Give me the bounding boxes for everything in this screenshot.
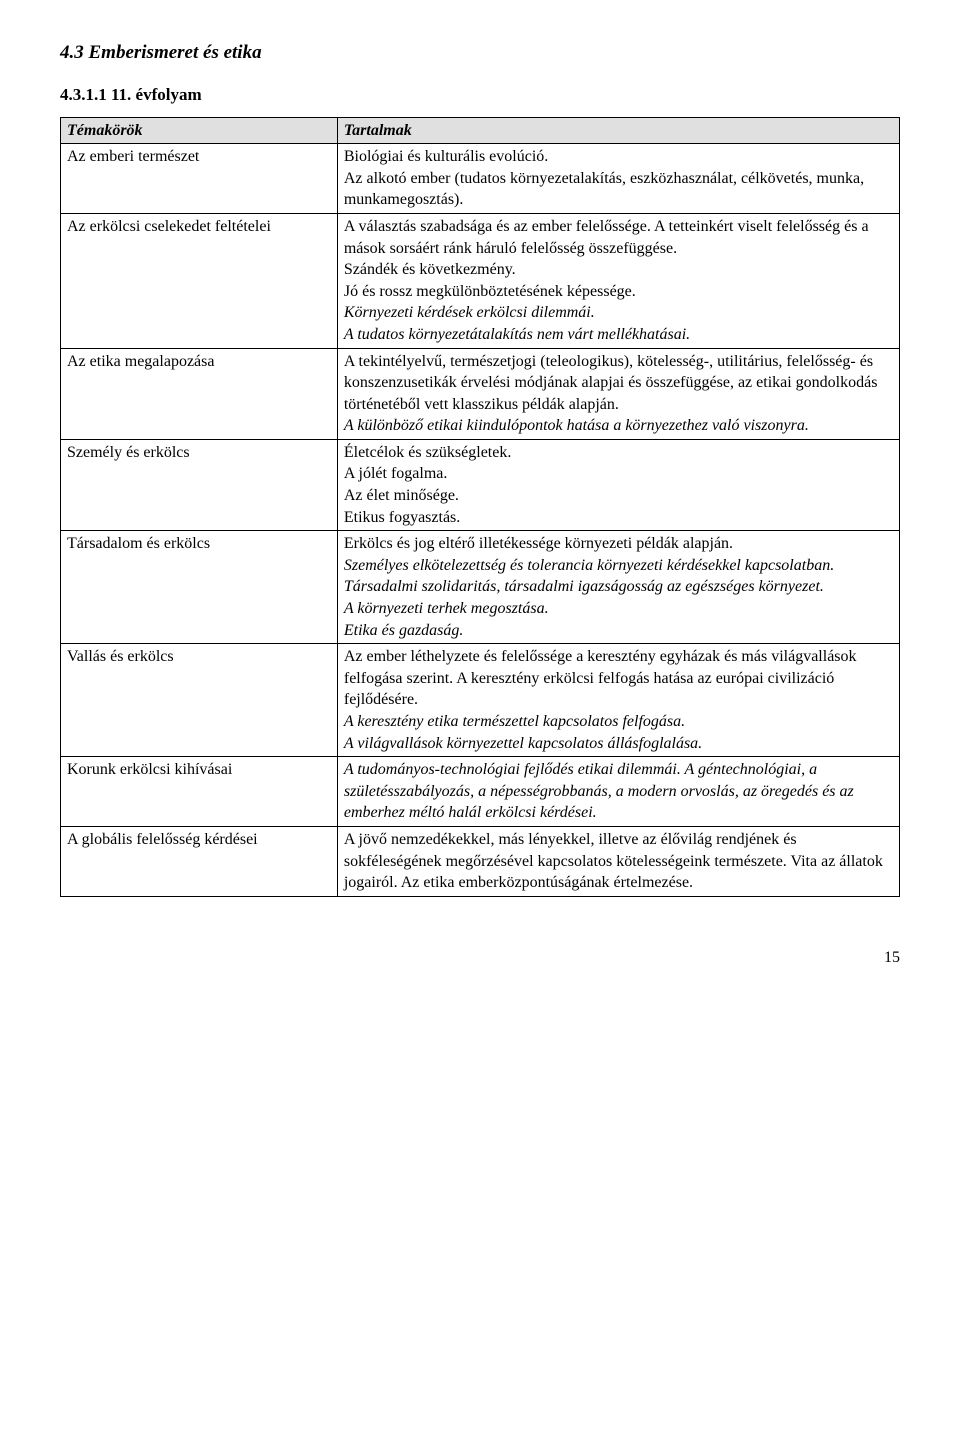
content-line: Az ember léthelyzete és felelőssége a ke… xyxy=(344,648,857,708)
content-cell: Életcélok és szükségletek. A jólét fogalm… xyxy=(337,439,899,530)
topic-cell: Korunk erkölcsi kihívásai xyxy=(61,757,338,827)
content-line: Erkölcs és jog eltérő illetékessége körn… xyxy=(344,535,733,552)
topic-cell: Személy és erkölcs xyxy=(61,439,338,530)
page-number: 15 xyxy=(60,947,900,969)
table-row: Személy és erkölcsÉletcélok és szükségle… xyxy=(61,439,900,530)
content-line: Etika és gazdaság. xyxy=(344,622,464,639)
content-line: Biológiai és kulturális evolúció. xyxy=(344,148,548,165)
table-row: Az erkölcsi cselekedet feltételeiA válas… xyxy=(61,213,900,348)
content-cell: Az ember léthelyzete és felelőssége a ke… xyxy=(337,644,899,757)
table-row: Korunk erkölcsi kihívásaiA tudományos-te… xyxy=(61,757,900,827)
topic-cell: Társadalom és erkölcs xyxy=(61,531,338,644)
content-line: Környezeti kérdések erkölcsi dilemmái. xyxy=(344,304,595,321)
topic-cell: Az emberi természet xyxy=(61,144,338,214)
content-line: A környezeti terhek megosztása. xyxy=(344,600,549,617)
content-line: A világvallások környezettel kapcsolatos… xyxy=(344,735,702,752)
content-line: A különböző etikai kiindulópontok hatása… xyxy=(344,417,809,434)
content-cell: A tudományos-technológiai fejlődés etika… xyxy=(337,757,899,827)
content-line: Az élet minősége. xyxy=(344,487,459,504)
content-line: Szándék és következmény. xyxy=(344,261,516,278)
section-heading-4-3: 4.3 Emberismeret és etika xyxy=(60,40,900,66)
table-row: Vallás és erkölcsAz ember léthelyzete és… xyxy=(61,644,900,757)
content-line: A tudatos környezetátalakítás nem várt m… xyxy=(344,326,690,343)
content-line: A tekintélyelvű, természetjogi (teleolog… xyxy=(344,353,878,413)
content-cell: A tekintélyelvű, természetjogi (teleolog… xyxy=(337,348,899,439)
content-line: A tudományos-technológiai fejlődés etika… xyxy=(344,761,854,821)
section-heading-4-3-1-1: 4.3.1.1 11. évfolyam xyxy=(60,84,900,107)
table-header-contents: Tartalmak xyxy=(337,117,899,144)
content-cell: A jövő nemzedékekkel, más lényekkel, ill… xyxy=(337,826,899,896)
content-cell: Erkölcs és jog eltérő illetékessége körn… xyxy=(337,531,899,644)
content-cell: A választás szabadsága és az ember felel… xyxy=(337,213,899,348)
topic-cell: Az erkölcsi cselekedet feltételei xyxy=(61,213,338,348)
topic-cell: Az etika megalapozása xyxy=(61,348,338,439)
topics-contents-table: Témakörök Tartalmak Az emberi természetB… xyxy=(60,117,900,897)
table-row: Az emberi természetBiológiai és kulturál… xyxy=(61,144,900,214)
content-cell: Biológiai és kulturális evolúció. Az alko… xyxy=(337,144,899,214)
content-line: A jövő nemzedékekkel, más lényekkel, ill… xyxy=(344,831,883,891)
table-row: Társadalom és erkölcs Erkölcs és jog elté… xyxy=(61,531,900,644)
topic-cell: A globális felelősség kérdései xyxy=(61,826,338,896)
content-line: Társadalmi szolidaritás, társadalmi igaz… xyxy=(344,578,824,595)
content-line: Jó és rossz megkülönböztetésének képessé… xyxy=(344,283,636,300)
table-row: Az etika megalapozásaA tekintélyelvű, te… xyxy=(61,348,900,439)
content-line: Etikus fogyasztás. xyxy=(344,509,460,526)
content-line: Az alkotó ember (tudatos környezetalakít… xyxy=(344,170,864,209)
table-header-topics: Témakörök xyxy=(61,117,338,144)
content-line: A keresztény etika természettel kapcsola… xyxy=(344,713,685,730)
table-header-row: Témakörök Tartalmak xyxy=(61,117,900,144)
content-line: A választás szabadsága és az ember felel… xyxy=(344,218,869,257)
content-line: Életcélok és szükségletek. xyxy=(344,444,512,461)
topic-cell: Vallás és erkölcs xyxy=(61,644,338,757)
content-line: Személyes elkötelezettség és tolerancia … xyxy=(344,557,834,574)
table-row: A globális felelősség kérdéseiA jövő nem… xyxy=(61,826,900,896)
content-line: A jólét fogalma. xyxy=(344,465,448,482)
